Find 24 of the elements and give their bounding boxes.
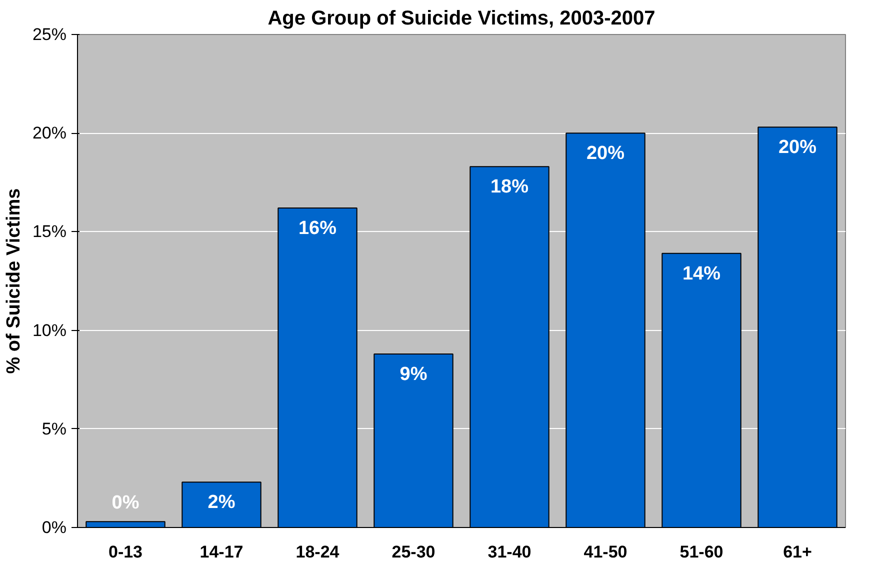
x-tick-label: 61+	[783, 542, 812, 562]
y-axis-title: % of Suicide Victims	[3, 188, 24, 374]
data-label: 18%	[490, 176, 529, 198]
chart-title: Age Group of Suicide Victims, 2003-2007	[268, 8, 656, 30]
x-tick-label: 18-24	[296, 542, 340, 562]
x-tick-label: 41-50	[584, 542, 628, 562]
x-tick-label: 14-17	[200, 542, 244, 562]
y-tick-label: 25%	[32, 25, 67, 44]
y-tick-label: 20%	[32, 124, 67, 143]
x-tick-label: 51-60	[680, 542, 724, 562]
data-label: 20%	[586, 143, 625, 164]
y-tick-label: 10%	[32, 320, 67, 340]
data-label: 16%	[298, 218, 337, 240]
x-tick-label: 0-13	[108, 542, 143, 562]
y-tick-label: 0%	[42, 518, 67, 537]
data-label: 2%	[208, 492, 236, 514]
x-tick-label: 31-40	[488, 542, 532, 562]
x-tick-label: 25-30	[392, 542, 436, 562]
data-label: 20%	[778, 137, 817, 158]
data-label: 0%	[112, 492, 140, 514]
data-label: 14%	[682, 263, 721, 284]
y-tick-label: 15%	[32, 222, 67, 242]
y-tick-label: 5%	[42, 419, 67, 438]
data-label: 9%	[400, 364, 428, 385]
